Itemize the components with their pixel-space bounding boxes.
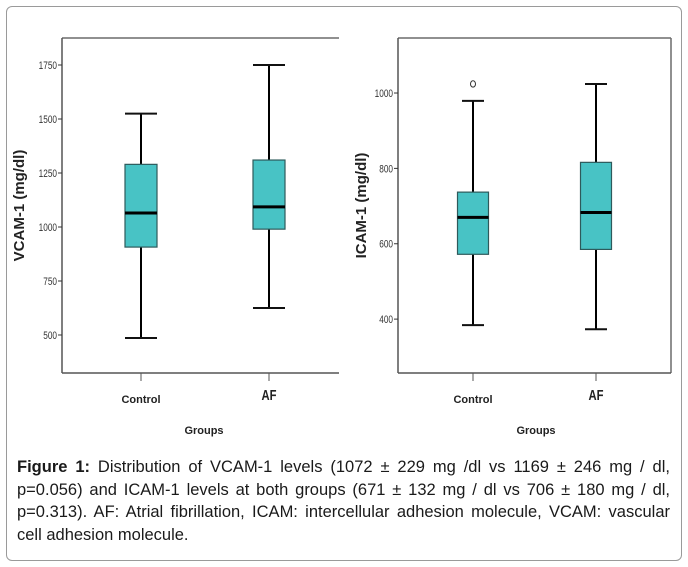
chart-panel-1: 500 750 1000 1250 1500 1750 VCAM-1 (mg/dl) Cont… [11, 37, 339, 437]
figure-caption: Figure 1: Distribution of VCAM-1 levels … [17, 456, 670, 546]
y-tick-label: 1500 [39, 114, 58, 126]
x-tick-label: AF [589, 386, 604, 403]
figure-frame [6, 6, 682, 561]
caption-text: Distribution of VCAM-1 levels (1072 ± 22… [17, 458, 670, 544]
box-af [252, 63, 286, 309]
y-tick-label: 750 [43, 276, 57, 288]
y-tick-label: 600 [379, 239, 393, 251]
iqr-box [579, 161, 613, 251]
y-tick-label: 800 [379, 163, 393, 175]
figure-charts: 500 750 1000 1250 1500 1750 VCAM-1 (mg/dl) Cont… [11, 37, 672, 437]
x-axis-label: Groups [184, 425, 223, 437]
caption-label: Figure 1: [17, 458, 90, 476]
x-tick-label: Control [453, 394, 492, 406]
outlier-point [470, 80, 476, 88]
y-tick-label: 400 [379, 314, 393, 326]
iqr-box [456, 191, 490, 255]
x-axis-label: Groups [516, 425, 555, 437]
y-tick-label: 1250 [39, 168, 58, 180]
y-tick-label: 1000 [375, 88, 394, 100]
y-axis-label: VCAM-1 (mg/dl) [11, 150, 28, 262]
iqr-box [124, 163, 158, 248]
x-tick-label: Control [121, 394, 160, 406]
box-control [124, 112, 158, 340]
iqr-box [252, 159, 286, 230]
y-tick-label: 1750 [39, 60, 58, 72]
x-tick-label: AF [262, 386, 277, 403]
y-tick-label: 1000 [39, 222, 58, 234]
box-control [456, 80, 490, 327]
y-axis-label: ICAM-1 (mg/dl) [353, 153, 370, 259]
y-tick-label: 500 [43, 330, 57, 342]
box-af [579, 82, 613, 331]
chart-panel-2: 400 600 800 1000 ICAM-1 (mg/dl) Control AF Grou… [353, 37, 672, 437]
